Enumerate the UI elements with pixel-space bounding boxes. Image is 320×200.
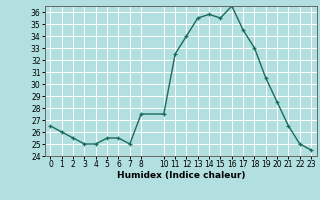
X-axis label: Humidex (Indice chaleur): Humidex (Indice chaleur) xyxy=(116,171,245,180)
